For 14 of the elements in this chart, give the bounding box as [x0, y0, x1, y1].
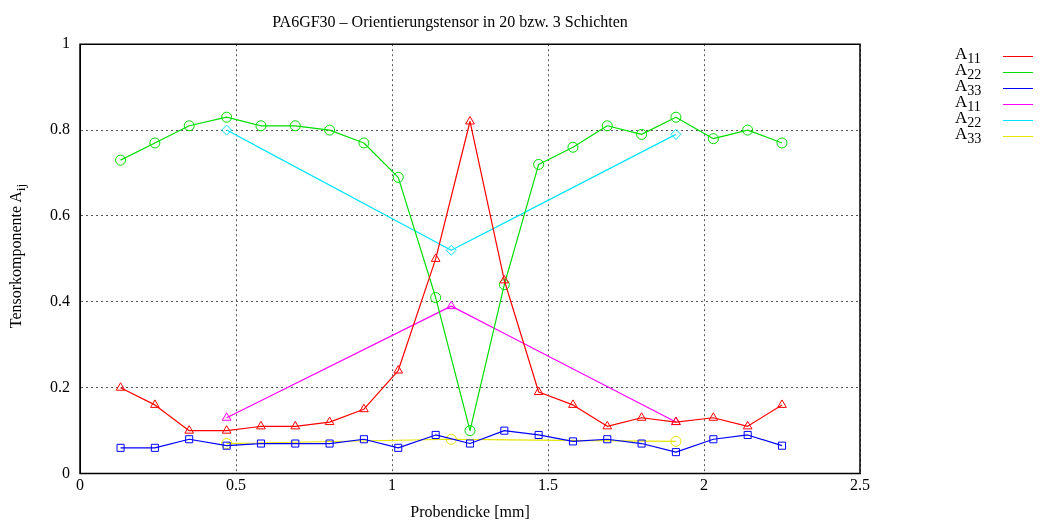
x-tick-label: 2 — [700, 476, 708, 494]
chart-title: PA6GF30 – Orientierungstensor in 20 bzw. 3 Schichten — [272, 12, 628, 31]
x-tick-label: 1 — [388, 476, 396, 494]
x-tick-label: 0.5 — [226, 476, 246, 494]
y-tick-label: 0.2 — [50, 377, 70, 395]
x-tick-label: 1.5 — [538, 476, 558, 494]
x-tick-label: 2.5 — [850, 476, 870, 494]
y-tick-label: 1 — [62, 34, 70, 52]
x-tick-label: 0 — [76, 476, 84, 494]
y-tick-label: 0.8 — [50, 120, 70, 138]
x-axis-title: Probendicke [mm] — [410, 502, 530, 520]
y-tick-label: 0.4 — [50, 292, 70, 310]
y-tick-label: 0.6 — [50, 206, 70, 224]
y-tick-label: 0 — [62, 463, 70, 481]
